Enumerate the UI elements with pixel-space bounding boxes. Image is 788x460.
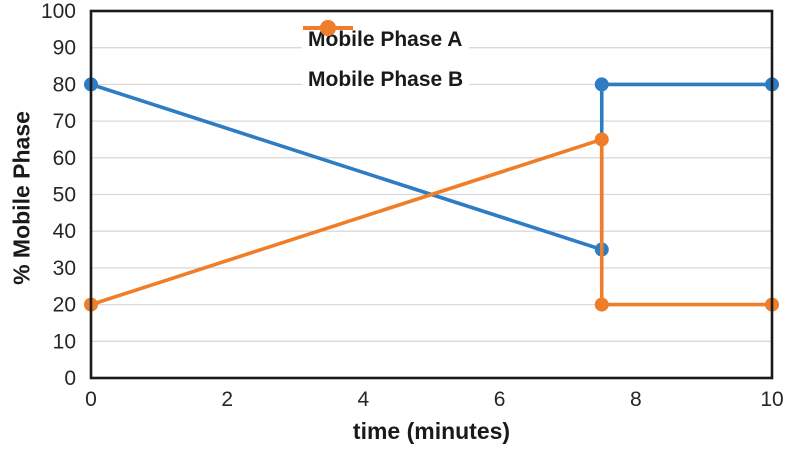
series-line-0 [90, 82, 772, 252]
legend: Mobile Phase A Mobile Phase B [302, 18, 470, 102]
data-point-marker [594, 132, 609, 147]
y-tick-label: 0 [64, 367, 76, 390]
y-tick-label: 30 [53, 257, 76, 280]
series-line-1 [90, 137, 772, 307]
x-tick-label: 8 [630, 388, 642, 411]
y-tick-label: 20 [53, 294, 76, 317]
y-axis-title: % Mobile Phase [8, 111, 35, 285]
y-tick-label: 70 [53, 110, 76, 133]
y-tick-label: 50 [53, 184, 76, 207]
data-point-marker [594, 297, 609, 312]
y-tick-label: 10 [53, 330, 76, 353]
y-tick-label: 90 [53, 37, 76, 60]
x-tick-label: 4 [358, 388, 370, 411]
x-tick-label: 6 [494, 388, 506, 411]
data-point-marker [594, 77, 609, 92]
x-axis-title: time (minutes) [352, 418, 511, 444]
x-tick-label: 2 [221, 388, 233, 411]
x-tick-label: 10 [760, 388, 783, 411]
legend-label: Mobile Phase B [308, 68, 464, 91]
y-tick-label: 100 [41, 0, 76, 23]
y-tick-label: 80 [53, 73, 76, 96]
x-tick-label: 0 [85, 388, 97, 411]
y-tick-label: 60 [53, 147, 76, 170]
y-tick-label: 40 [53, 220, 76, 243]
axis-frame [89, 9, 774, 380]
legend-label: Mobile Phase A [308, 28, 463, 51]
line-marker-icon [303, 20, 353, 36]
legend-item-mobile-phase-b: Mobile Phase B [303, 20, 464, 100]
